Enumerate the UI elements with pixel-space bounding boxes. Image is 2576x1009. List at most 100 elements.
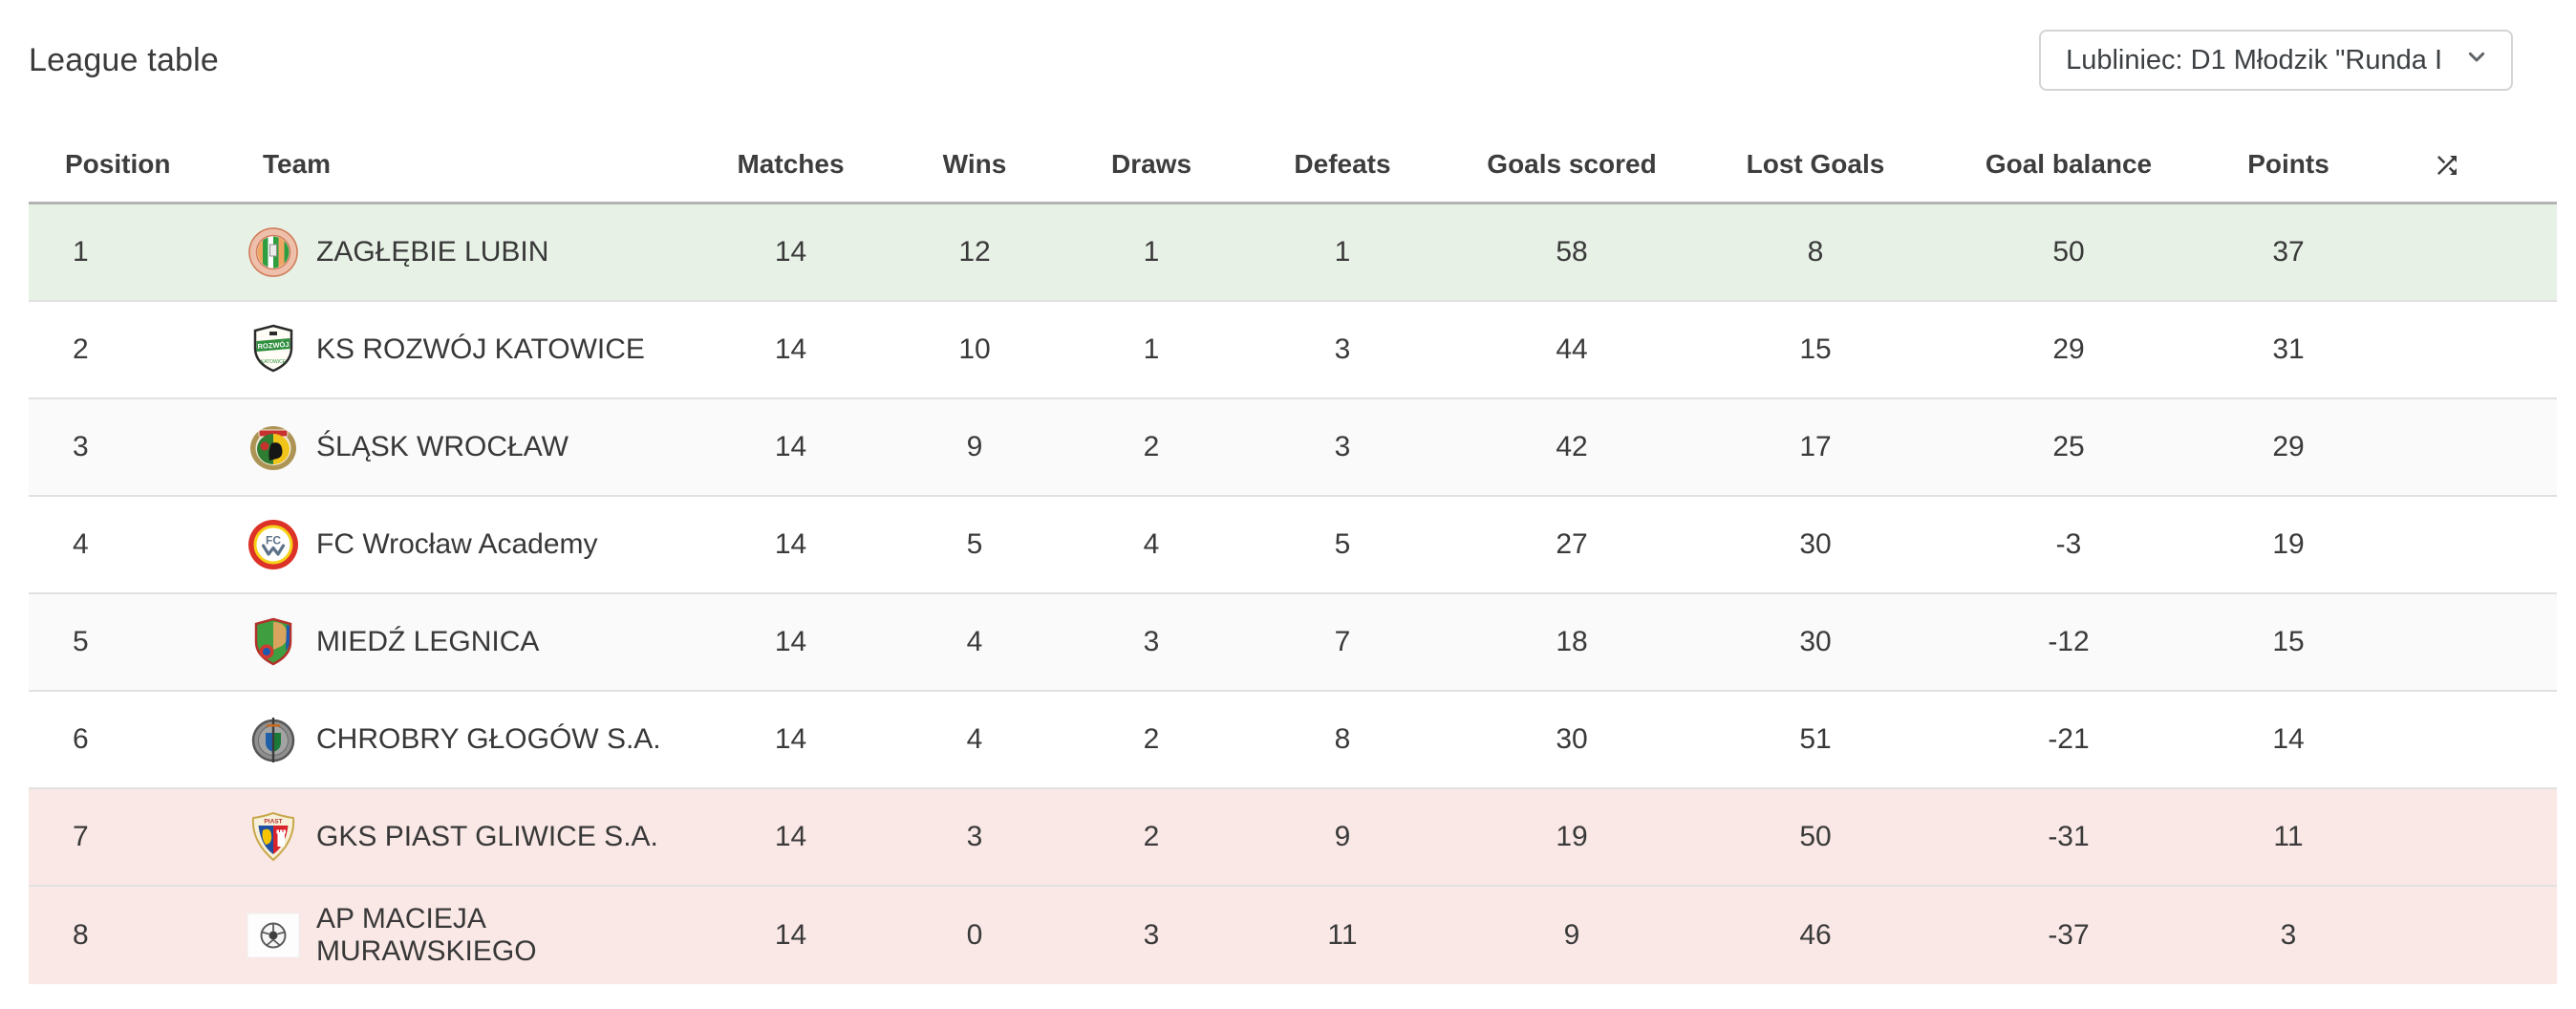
defeats-cell: 9 xyxy=(1334,821,1351,852)
table-row[interactable]: 2 ROZWÓJ KATOWICE KS ROZWÓJ KATOWICE 14 … xyxy=(29,302,2557,399)
wins-cell: 12 xyxy=(958,236,991,268)
team-cell: AP MACIEJA MURAWSKIEGO xyxy=(220,903,702,968)
league-table: Position Team Matches Wins Draws Defeats… xyxy=(29,92,2557,984)
matches-cell: 14 xyxy=(774,236,807,268)
lost-goals-cell: 8 xyxy=(1807,236,1824,268)
position-cell: 6 xyxy=(73,723,89,755)
col-header-wins: Wins xyxy=(942,148,1007,179)
team-logo xyxy=(247,420,300,474)
lost-goals-cell: 30 xyxy=(1799,528,1832,560)
team-cell: ZAGŁĘBIE LUBIN xyxy=(220,225,702,279)
goals-scored-cell: 42 xyxy=(1556,431,1588,462)
lost-goals-cell: 17 xyxy=(1799,431,1832,462)
svg-text:FC: FC xyxy=(266,534,281,547)
position-cell: 8 xyxy=(73,919,89,951)
matches-cell: 14 xyxy=(774,528,807,560)
points-cell: 15 xyxy=(2272,626,2305,657)
draws-cell: 3 xyxy=(1143,919,1160,951)
chevron-down-icon xyxy=(2461,41,2492,79)
lost-goals-cell: 15 xyxy=(1799,333,1832,365)
draws-cell: 2 xyxy=(1143,821,1160,852)
col-header-position: Position xyxy=(65,148,171,179)
svg-text:ROZWÓJ: ROZWÓJ xyxy=(257,340,289,351)
team-cell: MIEDŹ LEGNICA xyxy=(220,615,702,669)
team-name: AP MACIEJA MURAWSKIEGO xyxy=(316,903,537,967)
team-name: ŚLĄSK WROCŁAW xyxy=(316,431,569,462)
matches-cell: 14 xyxy=(774,821,807,852)
shuffle-icon xyxy=(2433,148,2461,178)
table-row[interactable]: 4 FC FC Wrocław Academy 14 5 4 5 27 30 -… xyxy=(29,497,2557,594)
defeats-cell: 11 xyxy=(1327,919,1358,951)
goals-scored-cell: 27 xyxy=(1556,528,1588,560)
table-row[interactable]: 1 ZAGŁĘBIE LUBIN 14 12 1 1 58 8 xyxy=(29,204,2557,302)
league-filter-value: Lubliniec: D1 Młodzik "Runda I xyxy=(2066,44,2442,75)
lost-goals-cell: 50 xyxy=(1799,821,1832,852)
wins-cell: 4 xyxy=(966,723,983,755)
col-header-sort[interactable] xyxy=(2379,148,2557,180)
team-logo: ROZWÓJ KATOWICE xyxy=(247,323,300,376)
draws-cell: 3 xyxy=(1143,626,1160,657)
table-row[interactable]: 8 AP MACIEJA MURAWSKIEGO 14 0 3 11 9 46 … xyxy=(29,887,2557,984)
team-name: ZAGŁĘBIE LUBIN xyxy=(316,236,549,268)
position-cell: 7 xyxy=(73,821,89,852)
svg-text:PIAST: PIAST xyxy=(264,819,282,826)
table-row[interactable]: 6 CHROBRY GŁOGÓW S.A. 14 4 2 8 30 51 -21… xyxy=(29,692,2557,789)
table-row[interactable]: 5 MIEDŹ LEGNICA 14 4 3 7 18 30 -12 15 xyxy=(29,594,2557,692)
points-cell: 19 xyxy=(2272,528,2305,560)
wins-cell: 3 xyxy=(966,821,983,852)
wins-cell: 0 xyxy=(966,919,983,951)
draws-cell: 1 xyxy=(1143,236,1160,268)
lost-goals-cell: 51 xyxy=(1799,723,1832,755)
team-logo xyxy=(247,225,300,279)
points-cell: 29 xyxy=(2272,431,2305,462)
table-row[interactable]: 3 ŚLĄSK WROCŁAW 14 9 2 3 42 17 25 29 xyxy=(29,399,2557,497)
col-header-goal-balance: Goal balance xyxy=(1985,148,2153,179)
league-filter-dropdown[interactable]: Lubliniec: D1 Młodzik "Runda I xyxy=(2039,30,2513,91)
draws-cell: 4 xyxy=(1143,528,1160,560)
col-header-lost-goals: Lost Goals xyxy=(1746,148,1885,179)
team-cell: PIAST GKS PIAST GLIWICE S.A. xyxy=(220,810,702,864)
position-cell: 1 xyxy=(73,236,89,268)
draws-cell: 2 xyxy=(1143,723,1160,755)
col-header-team: Team xyxy=(263,148,332,179)
team-name: MIEDŹ LEGNICA xyxy=(316,626,540,657)
team-cell: ŚLĄSK WROCŁAW xyxy=(220,420,702,474)
goal-balance-cell: -12 xyxy=(2048,626,2090,657)
team-cell: CHROBRY GŁOGÓW S.A. xyxy=(220,713,702,766)
col-header-matches: Matches xyxy=(737,148,845,179)
goal-balance-cell: -3 xyxy=(2055,528,2082,560)
goal-balance-cell: 25 xyxy=(2052,431,2085,462)
col-header-defeats: Defeats xyxy=(1294,148,1391,179)
wins-cell: 4 xyxy=(966,626,983,657)
team-logo xyxy=(247,713,300,766)
goal-balance-cell: 29 xyxy=(2052,333,2085,365)
matches-cell: 14 xyxy=(774,919,807,951)
table-row[interactable]: 7 PIAST GKS PIAST GLIWICE S.A. 14 3 2 9 … xyxy=(29,789,2557,887)
goals-scored-cell: 58 xyxy=(1556,236,1588,268)
wins-cell: 9 xyxy=(966,431,983,462)
defeats-cell: 1 xyxy=(1334,236,1351,268)
col-header-goals-scored: Goals scored xyxy=(1487,148,1657,179)
position-cell: 3 xyxy=(73,431,89,462)
points-cell: 3 xyxy=(2280,919,2297,951)
goals-scored-cell: 19 xyxy=(1556,821,1588,852)
topbar: League table Lubliniec: D1 Młodzik "Rund… xyxy=(0,0,2576,92)
goals-scored-cell: 30 xyxy=(1556,723,1588,755)
svg-text:KATOWICE: KATOWICE xyxy=(261,359,287,365)
defeats-cell: 8 xyxy=(1334,723,1351,755)
team-logo xyxy=(247,909,300,962)
goals-scored-cell: 18 xyxy=(1556,626,1588,657)
goal-balance-cell: 50 xyxy=(2052,236,2085,268)
goals-scored-cell: 9 xyxy=(1563,919,1580,951)
team-cell: ROZWÓJ KATOWICE KS ROZWÓJ KATOWICE xyxy=(220,323,702,376)
team-logo: FC xyxy=(247,518,300,571)
team-logo xyxy=(247,615,300,669)
matches-cell: 14 xyxy=(774,626,807,657)
defeats-cell: 3 xyxy=(1334,431,1351,462)
goal-balance-cell: -21 xyxy=(2048,723,2090,755)
table-header-row: Position Team Matches Wins Draws Defeats… xyxy=(29,92,2557,202)
defeats-cell: 7 xyxy=(1334,626,1351,657)
points-cell: 11 xyxy=(2273,821,2304,852)
lost-goals-cell: 30 xyxy=(1799,626,1832,657)
points-cell: 31 xyxy=(2272,333,2305,365)
